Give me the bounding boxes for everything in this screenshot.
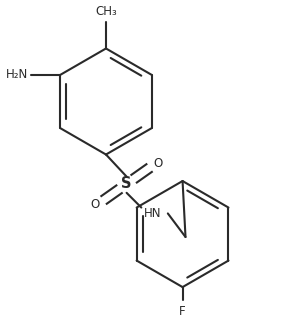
Text: O: O: [90, 197, 100, 211]
Text: HN: HN: [144, 207, 162, 220]
Text: S: S: [121, 176, 132, 192]
Text: CH₃: CH₃: [95, 5, 117, 17]
Text: F: F: [179, 305, 186, 318]
Text: H₂N: H₂N: [6, 69, 28, 81]
Text: O: O: [153, 157, 163, 170]
